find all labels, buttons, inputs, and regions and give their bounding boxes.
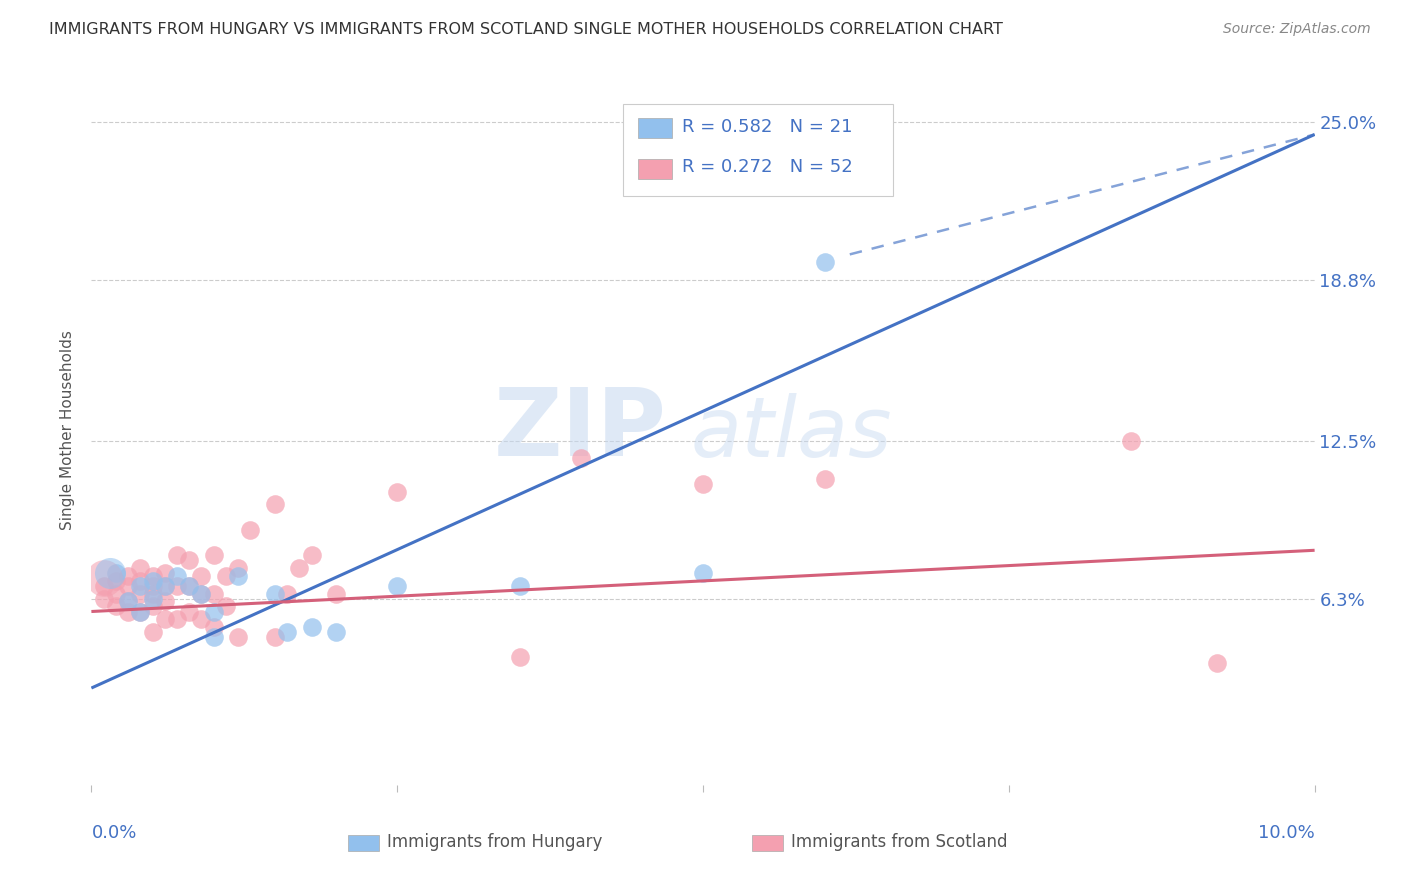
Point [226, 630, 249, 644]
Point [141, 569, 163, 583]
Point [166, 549, 188, 563]
Point [239, 523, 262, 537]
Point [179, 553, 201, 567]
Point [202, 549, 225, 563]
Point [190, 587, 212, 601]
Point [93, 579, 115, 593]
Point [141, 591, 163, 606]
Point [129, 579, 152, 593]
Point [814, 472, 837, 486]
Point [117, 569, 139, 583]
Point [166, 569, 188, 583]
Text: Source: ZipAtlas.com: Source: ZipAtlas.com [1223, 22, 1371, 37]
Point [166, 579, 188, 593]
Text: Immigrants from Scotland: Immigrants from Scotland [792, 833, 1008, 851]
Y-axis label: Single Mother Households: Single Mother Households [60, 330, 76, 531]
Point [141, 599, 163, 614]
Point [276, 624, 298, 639]
FancyBboxPatch shape [638, 119, 672, 138]
Text: Immigrants from Hungary: Immigrants from Hungary [388, 833, 603, 851]
Point [226, 569, 249, 583]
Text: R = 0.582   N = 21: R = 0.582 N = 21 [682, 118, 852, 136]
Point [814, 255, 837, 269]
FancyBboxPatch shape [752, 835, 783, 851]
Point [129, 605, 152, 619]
Point [141, 574, 163, 588]
Point [325, 587, 347, 601]
Point [190, 569, 212, 583]
Point [301, 549, 323, 563]
Point [117, 594, 139, 608]
Point [141, 624, 163, 639]
Text: 0.0%: 0.0% [91, 824, 136, 842]
Point [104, 587, 127, 601]
Point [117, 605, 139, 619]
Point [153, 566, 176, 581]
Point [98, 566, 121, 581]
Text: IMMIGRANTS FROM HUNGARY VS IMMIGRANTS FROM SCOTLAND SINGLE MOTHER HOUSEHOLDS COR: IMMIGRANTS FROM HUNGARY VS IMMIGRANTS FR… [49, 22, 1002, 37]
Point [117, 579, 139, 593]
Point [129, 605, 152, 619]
Point [202, 630, 225, 644]
Point [692, 477, 714, 491]
Point [153, 579, 176, 593]
Text: atlas: atlas [690, 393, 893, 475]
Point [93, 571, 115, 585]
FancyBboxPatch shape [349, 835, 378, 851]
Point [141, 579, 163, 593]
Point [226, 561, 249, 575]
Point [179, 579, 201, 593]
Point [1121, 434, 1143, 448]
Point [288, 561, 311, 575]
Point [264, 587, 287, 601]
Point [385, 579, 409, 593]
FancyBboxPatch shape [623, 104, 893, 196]
Point [202, 587, 225, 601]
Point [509, 579, 531, 593]
Point [190, 587, 212, 601]
Point [190, 612, 212, 626]
Point [93, 591, 115, 606]
Point [1205, 656, 1227, 670]
Point [104, 566, 127, 581]
Text: ZIP: ZIP [494, 384, 666, 476]
Point [385, 484, 409, 499]
Point [202, 605, 225, 619]
Point [264, 497, 287, 511]
Point [153, 594, 176, 608]
Point [509, 650, 531, 665]
Point [129, 587, 152, 601]
Point [153, 579, 176, 593]
Point [141, 587, 163, 601]
FancyBboxPatch shape [638, 159, 672, 178]
Point [153, 612, 176, 626]
Text: R = 0.272   N = 52: R = 0.272 N = 52 [682, 158, 853, 177]
Point [569, 451, 592, 466]
Point [276, 587, 298, 601]
Point [301, 620, 323, 634]
Point [104, 574, 127, 588]
Point [325, 624, 347, 639]
Text: 10.0%: 10.0% [1258, 824, 1315, 842]
Point [179, 605, 201, 619]
Point [166, 612, 188, 626]
Point [129, 561, 152, 575]
Point [202, 620, 225, 634]
Point [215, 569, 238, 583]
Point [692, 566, 714, 581]
Point [117, 594, 139, 608]
Point [129, 574, 152, 588]
Point [104, 599, 127, 614]
Point [264, 630, 287, 644]
Point [179, 579, 201, 593]
Point [215, 599, 238, 614]
